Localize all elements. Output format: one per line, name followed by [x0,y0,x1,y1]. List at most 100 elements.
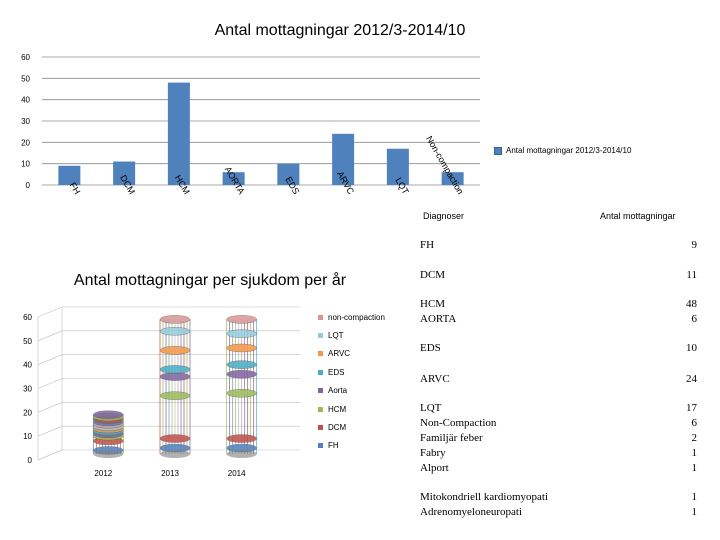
bar [277,163,300,185]
chart1-legend: Antal mottagningar 2012/3-2014/10 [494,146,631,155]
x-tick-label: 2013 [161,469,179,478]
y-tick-label: 10 [23,432,32,441]
chart2-title: Antal mottagningar per sjukdom per år [73,272,347,289]
y-tick-label: 40 [23,361,32,370]
table-row: DCM 11 [420,268,700,283]
legend-item: LQT [318,326,385,344]
legend-label: Antal mottagningar 2012/3-2014/10 [506,146,632,155]
gridline-side [37,425,63,437]
table-row: Mitokondriell kardiomyopati Adrenomyelon… [420,490,700,520]
gridline-side [37,306,63,318]
table-header-count: Antal mottagningar [600,211,676,221]
bar [113,161,136,185]
legend-label: Aorta [328,386,348,396]
legend-item: HCM [318,400,385,418]
bar [58,165,81,185]
legend-label: FH [328,441,339,451]
bar-segment [159,391,191,400]
legend-label: HCM [328,404,347,414]
legend-label: ARVC [328,349,351,359]
bar [222,172,245,185]
bar [167,82,190,185]
table-header-diagnoses: Diagnoser [423,211,465,221]
y-tick-label: 60 [23,313,32,322]
bar-segment [159,372,191,381]
legend-label: non-compaction [328,312,385,322]
bar-segment [159,315,191,324]
gridline-side [37,378,63,389]
x-tick-label: 2012 [94,469,112,478]
floor-edge [37,449,63,461]
y-tick-label: 30 [21,117,30,126]
bar-base [226,450,257,458]
bar-segment [159,327,191,336]
legend-item: FH [318,437,385,455]
y-tick-label: 30 [23,385,32,394]
legend-swatch [318,369,323,375]
bar-segment [93,410,124,419]
y-tick-label: 0 [26,181,31,190]
bar-segment [226,370,257,379]
table-cell-diagnosis: HCM AORTA [420,298,457,325]
legend-item: ARVC [318,345,385,363]
legend-swatch [318,425,323,431]
bar [386,148,409,185]
y-tick-label: 40 [21,96,30,105]
bar-segment [159,365,191,374]
legend-swatch [318,388,323,394]
legend-item: Aorta [318,382,385,400]
bar-segment [159,346,191,355]
table-cell-diagnosis: FH [420,239,435,251]
table-row: FH 9 [420,238,700,253]
bar [441,172,464,185]
table-cell-diagnosis: DCM [420,269,446,281]
chart1-title: Antal mottagningar 2012/3-2014/10 [214,22,466,39]
bar-segment [226,360,257,369]
table-cell-diagnosis: Mitokondriell kardiomyopati Adrenomyelon… [420,491,549,518]
legend-label: LQT [328,331,344,341]
gridline-side [37,354,63,365]
legend-swatch [494,146,502,155]
y-tick-label: 20 [21,138,30,147]
bar-segment [226,329,257,338]
bar-base [93,450,124,458]
table-cell-count: 24 [686,373,697,385]
table-row: EDS 10 [420,341,700,356]
table-cell-diagnosis: ARVC [420,373,450,385]
table-row: LQT Non-Compaction Familjär feber Fabry … [420,401,700,476]
y-tick-label: 0 [28,456,33,465]
y-tick-label: 60 [21,53,30,62]
table-cell-count: 1 1 [691,491,698,518]
x-tick-label: 2014 [228,469,246,478]
table-cell-count: 17 6 2 1 1 [686,402,697,474]
table-cell-diagnosis: LQT Non-Compaction Familjär feber Fabry … [420,402,497,474]
legend-swatch [318,314,323,320]
table-cell-count: 11 [686,269,697,281]
bar-segment [226,389,257,398]
diagnosis-table: FH 9 DCM 11 HCM AORTA 48 6 EDS 10 ARVC 24 LQT Non-… [420,0,700,540]
bar-segment [226,343,257,353]
bar [332,133,355,185]
y-tick-label: 50 [21,74,30,83]
bar-segment [159,434,191,443]
gridline-side [37,402,63,413]
chart2-legend: non-compaction LQT ARVC EDS Aorta HCM DCM FH [318,308,385,455]
legend-item: non-compaction [318,308,385,326]
bar-segment [226,434,257,443]
legend-swatch [318,333,323,339]
legend-swatch [318,406,323,412]
y-tick-label: 20 [23,408,32,417]
table-cell-diagnosis: EDS [420,342,441,354]
legend-label: EDS [328,367,345,377]
legend-item: DCM [318,418,385,436]
y-tick-label: 50 [23,337,32,346]
bar-base [160,450,190,458]
table-cell-count: 9 [691,239,698,251]
legend-swatch [318,443,323,449]
table-cell-count: 10 [686,342,697,354]
legend-item: EDS [318,363,385,381]
legend-swatch [318,351,323,357]
y-tick-label: 10 [21,160,30,169]
table-row: ARVC 24 [420,372,700,387]
